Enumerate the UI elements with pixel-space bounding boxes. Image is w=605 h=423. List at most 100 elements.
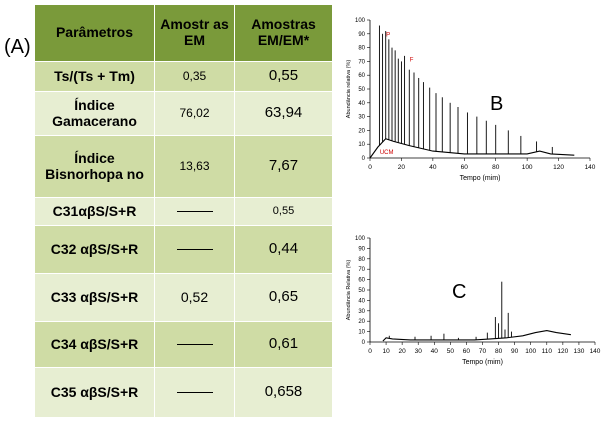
y-tick-label: 70 xyxy=(358,59,365,65)
annotation-label: UCM xyxy=(380,150,394,156)
chromatogram-c: 0 10 20 30 40 50 60 70 80 90 100 110 120 130 140 0 10 20 3… xyxy=(346,236,601,366)
em-value-empty xyxy=(154,367,235,418)
x-tick-label: 80 xyxy=(495,348,503,355)
baseline-trace xyxy=(369,138,575,159)
y-tick-label: 50 xyxy=(358,87,365,93)
header-parametros: Parâmetros xyxy=(34,4,155,62)
x-tick-label: 140 xyxy=(590,348,601,355)
header-amostras-emem: Amostras EM/EM* xyxy=(234,4,333,62)
x-tick-label: 0 xyxy=(368,348,372,355)
y-tick-label: 50 xyxy=(358,288,365,294)
x-tick-label: 30 xyxy=(415,348,423,355)
parameters-table: Parâmetros Amostr as EM Amostras EM/EM* … xyxy=(34,4,333,418)
em-value-empty xyxy=(154,225,235,274)
y-tick-label: 90 xyxy=(358,246,365,252)
panel-label: B xyxy=(490,93,503,115)
x-tick-label: 120 xyxy=(557,348,568,355)
emem-value: 0,65 xyxy=(234,273,333,322)
y-tick-label: 40 xyxy=(358,298,365,304)
x-tick-label: 50 xyxy=(447,348,455,355)
empty-dash xyxy=(176,249,213,251)
table-row: C32 αβS/S+R 0,44 xyxy=(34,225,333,274)
em-value-empty xyxy=(154,321,235,368)
figure-label: (A) xyxy=(4,36,31,58)
param-name: Índice Bisnorhopa no xyxy=(34,135,155,198)
em-value: 0,52 xyxy=(154,273,235,322)
table-row: C35 αβS/S+R 0,658 xyxy=(34,367,333,418)
x-tick-label: 60 xyxy=(461,164,469,171)
table-row: C34 αβS/S+R 0,61 xyxy=(34,321,333,368)
x-tick-label: 110 xyxy=(542,348,553,355)
y-tick-label: 60 xyxy=(358,73,365,79)
table-row: C33 αβS/S+R 0,52 0,65 xyxy=(34,273,333,322)
empty-dash xyxy=(176,344,213,346)
emem-value: 63,94 xyxy=(234,91,333,136)
y-axis-label: Abundância Relativa (%) xyxy=(346,260,352,321)
table-row: Índice Gamacerano 76,02 63,94 xyxy=(34,91,333,136)
em-value: 13,63 xyxy=(154,135,235,198)
emem-value: 0,55 xyxy=(234,61,333,92)
y-tick-label: 80 xyxy=(358,46,365,52)
em-value-empty xyxy=(154,197,235,226)
x-tick-label: 40 xyxy=(431,348,439,355)
baseline-trace xyxy=(382,330,571,342)
x-tick-label: 100 xyxy=(525,348,536,355)
panel-label: C xyxy=(452,281,466,303)
param-name: C31αβS/S+R xyxy=(34,197,155,226)
emem-value: 0,61 xyxy=(234,321,333,368)
y-tick-label: 90 xyxy=(358,32,365,38)
y-tick-label: 100 xyxy=(355,18,366,24)
x-axis-label: Tempo (mim) xyxy=(460,175,501,182)
x-tick-label: 0 xyxy=(368,164,372,171)
emem-value: 0,658 xyxy=(234,367,333,418)
param-name: Índice Gamacerano xyxy=(34,91,155,136)
x-tick-label: 90 xyxy=(511,348,519,355)
x-tick-label: 40 xyxy=(429,164,437,171)
emem-value: 0,55 xyxy=(234,197,333,226)
y-tick-label: 20 xyxy=(358,319,365,325)
table-row: Ts/(Ts + Tm) 0,35 0,55 xyxy=(34,61,333,92)
empty-dash xyxy=(176,211,213,213)
y-tick-label: 70 xyxy=(358,267,365,273)
y-tick-label: 40 xyxy=(358,101,365,107)
y-tick-label: 10 xyxy=(358,142,365,148)
table-row: C31αβS/S+R 0,55 xyxy=(34,197,333,226)
y-tick-label: 30 xyxy=(358,309,365,315)
x-tick-label: 10 xyxy=(382,348,390,355)
y-axis-label: Abundância relativa (%) xyxy=(346,60,352,119)
param-name: C34 αβS/S+R xyxy=(34,321,155,368)
param-name: C35 αβS/S+R xyxy=(34,367,155,418)
em-value: 76,02 xyxy=(154,91,235,136)
em-value: 0,35 xyxy=(154,61,235,92)
x-tick-label: 130 xyxy=(573,348,584,355)
y-tick-label: 100 xyxy=(355,236,366,242)
param-name: C33 αβS/S+R xyxy=(34,273,155,322)
x-tick-label: 70 xyxy=(479,348,487,355)
empty-dash xyxy=(176,392,213,394)
y-tick-label: 30 xyxy=(358,115,365,121)
x-tick-label: 60 xyxy=(463,348,471,355)
y-tick-label: 20 xyxy=(358,128,365,134)
y-tick-label: 60 xyxy=(358,278,365,284)
x-tick-label: 140 xyxy=(585,164,596,171)
y-tick-label: 10 xyxy=(358,330,365,336)
annotation-label: P xyxy=(386,33,390,39)
y-tick-label: 0 xyxy=(362,340,366,346)
x-tick-label: 100 xyxy=(522,164,533,171)
chromatogram-b: 0 20 40 60 80 100 120 140 0 10 20 30 40 50 60 70 80 90 100… xyxy=(346,18,596,182)
header-amostras-em: Amostr as EM xyxy=(154,4,235,62)
y-tick-label: 0 xyxy=(362,156,366,162)
param-name: C32 αβS/S+R xyxy=(34,225,155,274)
table-row: Índice Bisnorhopa no 13,63 7,67 xyxy=(34,135,333,198)
x-tick-label: 20 xyxy=(398,164,406,171)
emem-value: 0,44 xyxy=(234,225,333,274)
y-tick-label: 80 xyxy=(358,257,365,263)
x-axis-label: Tempo (mim) xyxy=(462,359,503,366)
x-tick-label: 80 xyxy=(492,164,500,171)
annotation-label: F xyxy=(410,57,414,63)
param-name: Ts/(Ts + Tm) xyxy=(34,61,155,92)
table-body: Ts/(Ts + Tm) 0,35 0,55 Índice Gamacerano 76,… xyxy=(34,61,333,418)
table-header-row: Parâmetros Amostr as EM Amostras EM/EM* xyxy=(34,4,333,62)
emem-value: 7,67 xyxy=(234,135,333,198)
x-tick-label: 120 xyxy=(553,164,564,171)
